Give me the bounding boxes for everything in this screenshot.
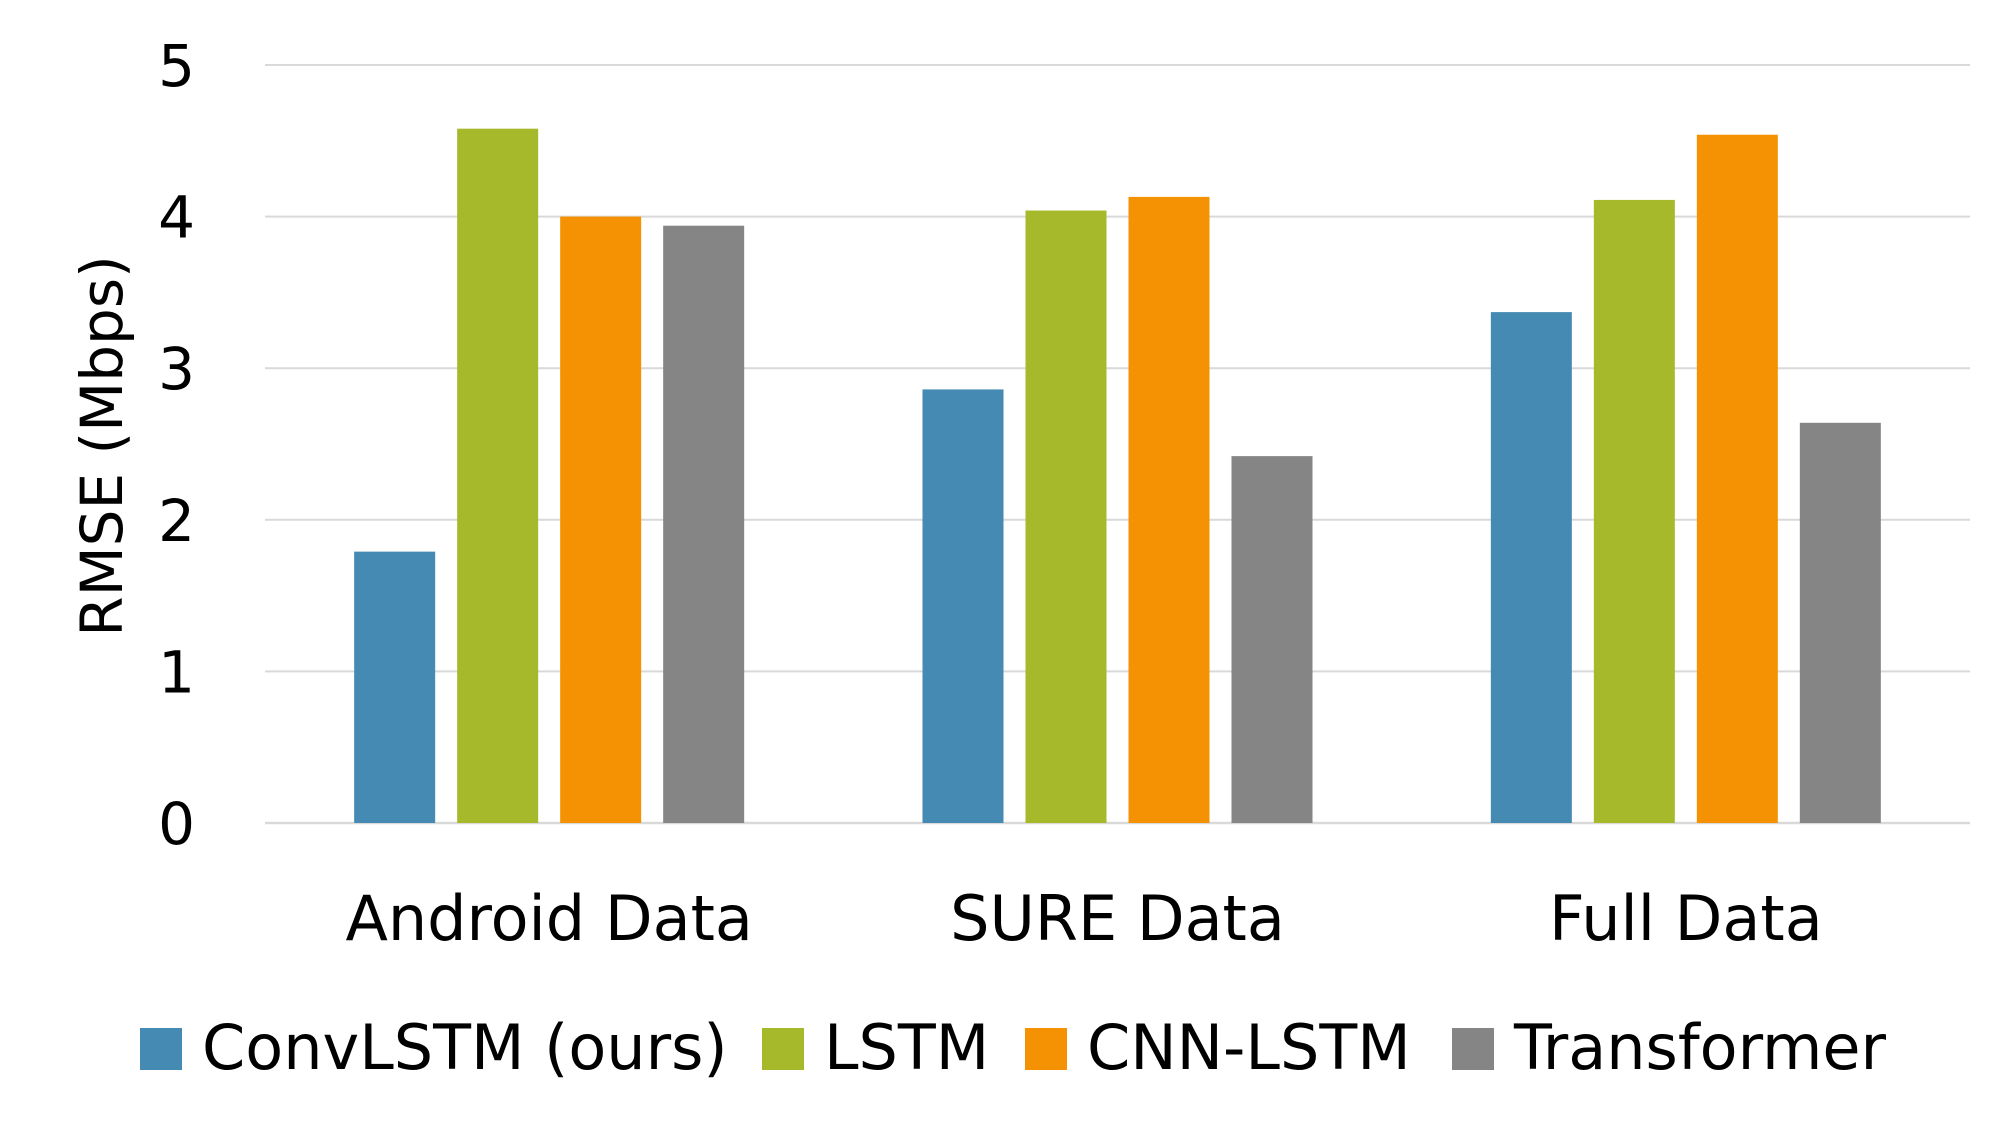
legend-item: ConvLSTM (ours) bbox=[140, 1011, 728, 1084]
bar bbox=[1025, 210, 1107, 823]
bar bbox=[1799, 422, 1881, 823]
bar bbox=[1231, 456, 1313, 823]
bar bbox=[1696, 134, 1778, 824]
legend-item: LSTM bbox=[762, 1011, 989, 1084]
y-axis-title: RMSE (Mbps) bbox=[68, 255, 136, 636]
bar bbox=[1490, 312, 1572, 823]
bars bbox=[354, 128, 1881, 824]
y-tick-label: 1 bbox=[158, 638, 195, 706]
legend-swatch bbox=[140, 1028, 182, 1070]
y-tick-label: 0 bbox=[158, 790, 195, 858]
x-category-label: SURE Data bbox=[950, 882, 1285, 955]
legend-label: ConvLSTM (ours) bbox=[202, 1011, 728, 1084]
bar bbox=[354, 551, 436, 823]
y-tick-label: 5 bbox=[158, 32, 195, 100]
gridlines bbox=[265, 64, 1970, 825]
legend-item: CNN-LSTM bbox=[1025, 1011, 1411, 1084]
bar bbox=[1128, 196, 1210, 824]
legend-swatch bbox=[1452, 1028, 1494, 1070]
x-category-label: Android Data bbox=[345, 882, 752, 955]
bar bbox=[1593, 199, 1675, 823]
bar bbox=[663, 225, 745, 824]
bar bbox=[922, 389, 1004, 823]
legend-label: CNN-LSTM bbox=[1087, 1011, 1411, 1084]
legend-item: Transformer bbox=[1452, 1011, 1887, 1084]
y-tick-label: 4 bbox=[158, 184, 195, 252]
legend-swatch bbox=[1025, 1028, 1067, 1070]
y-tick-label: 3 bbox=[158, 335, 195, 403]
y-tick-labels: 0 1 2 3 4 5 bbox=[158, 32, 195, 858]
legend-label: LSTM bbox=[824, 1011, 989, 1084]
legend-swatch bbox=[762, 1028, 804, 1070]
legend: ConvLSTM (ours) LSTM CNN-LSTM Transformer bbox=[140, 1011, 1887, 1084]
bar bbox=[457, 128, 539, 823]
legend-label: Transformer bbox=[1513, 1011, 1887, 1084]
x-category-label: Full Data bbox=[1549, 882, 1823, 955]
category-labels: Android Data SURE Data Full Data bbox=[345, 882, 1822, 955]
bar bbox=[560, 216, 642, 824]
y-tick-label: 2 bbox=[158, 487, 195, 555]
